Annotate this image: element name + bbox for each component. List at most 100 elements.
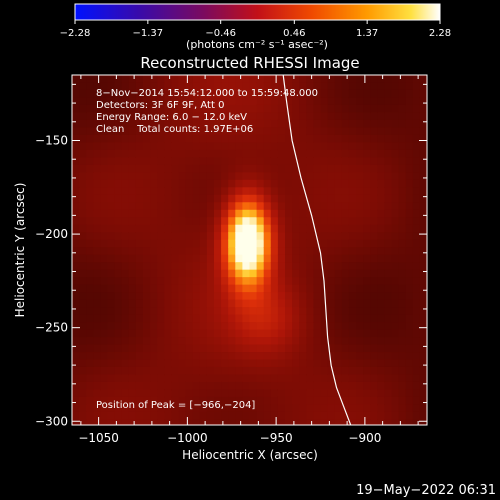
heatmap-cell [171, 381, 180, 391]
heatmap-cell [221, 104, 229, 114]
heatmap-cell [114, 89, 123, 99]
heatmap-cell [327, 187, 336, 196]
heatmap-cell [164, 194, 172, 203]
heatmap-cell [327, 292, 336, 301]
heatmap-cell [150, 322, 158, 331]
heatmap-cell [157, 179, 165, 188]
heatmap-cell [135, 194, 144, 203]
heatmap-cell [157, 82, 165, 91]
heatmap-cell [143, 179, 151, 188]
heatmap-cell [277, 134, 286, 143]
heatmap-cell [285, 97, 293, 106]
heatmap-cell [327, 254, 336, 263]
heatmap-cell [72, 389, 80, 398]
heatmap-cell [384, 247, 393, 256]
heatmap-cell [206, 396, 215, 406]
heatmap-cell [277, 97, 286, 106]
heatmap-cell [277, 389, 286, 398]
heatmap-cell [341, 112, 350, 121]
heatmap-cell [121, 359, 130, 368]
heatmap-cell [185, 239, 194, 248]
heatmap-cell [370, 164, 378, 173]
heatmap-cell [72, 172, 80, 181]
heatmap-cell [313, 209, 322, 218]
heatmap-cell [341, 194, 350, 203]
heatmap-cell [242, 112, 251, 121]
heatmap-cell [299, 299, 307, 308]
heatmap-cell [412, 292, 421, 301]
heatmap-cell [235, 247, 243, 256]
heatmap-cell [370, 314, 378, 323]
heatmap-cell [256, 254, 265, 263]
heatmap-cell [121, 179, 130, 188]
heatmap-cell [206, 344, 215, 353]
heatmap-cell [79, 97, 87, 106]
heatmap-cell [363, 119, 371, 129]
heatmap-cell [86, 217, 94, 226]
heatmap-cell [221, 322, 229, 331]
heatmap-cell [256, 284, 265, 293]
heatmap-cell [405, 366, 414, 376]
heatmap-cell [178, 209, 187, 218]
heatmap-cell [370, 97, 378, 106]
heatmap-cell [178, 299, 187, 308]
heatmap-cell [178, 262, 187, 271]
heatmap-cell [263, 307, 272, 316]
heatmap-cell [242, 292, 251, 301]
heatmap-cell [327, 419, 336, 425]
heatmap-cell [299, 352, 307, 361]
heatmap-cell [356, 172, 364, 181]
heatmap-cell [214, 284, 222, 293]
heatmap-cell [384, 254, 393, 263]
heatmap-cell [107, 269, 116, 278]
heatmap-cell [107, 404, 116, 413]
heatmap-cell [100, 82, 109, 91]
heatmap-cell [93, 119, 101, 129]
heatmap-cell [86, 344, 94, 353]
heatmap-cell [292, 82, 300, 91]
heatmap-cell [256, 396, 265, 406]
heatmap-cell [356, 396, 364, 406]
heatmap-cell [256, 134, 265, 143]
heatmap-cell [348, 396, 357, 406]
heatmap-cell [356, 389, 364, 398]
heatmap-cell [128, 389, 137, 398]
heatmap-cell [419, 112, 427, 121]
heatmap-cell [221, 404, 229, 413]
heatmap-cell [256, 187, 265, 196]
heatmap-cell [363, 104, 371, 114]
heatmap-cell [128, 172, 137, 181]
heatmap-cell [100, 352, 109, 361]
heatmap-cell [206, 307, 215, 316]
heatmap-cell [398, 366, 407, 376]
heatmap-cell [363, 337, 371, 346]
heatmap-cell [334, 149, 343, 158]
heatmap-cell [242, 404, 251, 413]
heatmap-cell [277, 366, 286, 376]
heatmap-cell [370, 134, 378, 143]
heatmap-cell [128, 307, 137, 316]
heatmap-cell [412, 337, 421, 346]
heatmap-cell [327, 209, 336, 218]
heatmap-cell [157, 134, 165, 143]
heatmap-cell [363, 224, 371, 233]
heatmap-cell [72, 352, 80, 361]
heatmap-cell [313, 284, 322, 293]
heatmap-cell [228, 224, 236, 233]
heatmap-cell [93, 389, 101, 398]
heatmap-cell [299, 127, 307, 136]
heatmap-cell [135, 164, 144, 173]
heatmap-cell [206, 329, 215, 338]
heatmap-cell [157, 164, 165, 173]
heatmap-cell [377, 411, 385, 420]
heatmap-cell [405, 374, 414, 383]
heatmap-cell [242, 314, 251, 323]
heatmap-cell [221, 254, 229, 263]
heatmap-cell [228, 314, 236, 323]
heatmap-cell [398, 157, 407, 166]
heatmap-cell [93, 89, 101, 99]
heatmap-cell [341, 254, 350, 263]
heatmap-cell [128, 404, 137, 413]
heatmap-cell [199, 359, 208, 368]
heatmap-cell [121, 254, 130, 263]
